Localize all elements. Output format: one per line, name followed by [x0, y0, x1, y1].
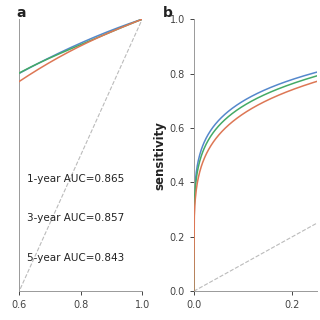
Text: 1-year AUC=0.865: 1-year AUC=0.865 — [27, 174, 124, 184]
Text: 5-year AUC=0.843: 5-year AUC=0.843 — [27, 253, 124, 263]
Text: 3-year AUC=0.857: 3-year AUC=0.857 — [27, 213, 124, 223]
Text: a: a — [17, 6, 26, 20]
Text: b: b — [163, 6, 173, 20]
Y-axis label: sensitivity: sensitivity — [154, 121, 167, 190]
